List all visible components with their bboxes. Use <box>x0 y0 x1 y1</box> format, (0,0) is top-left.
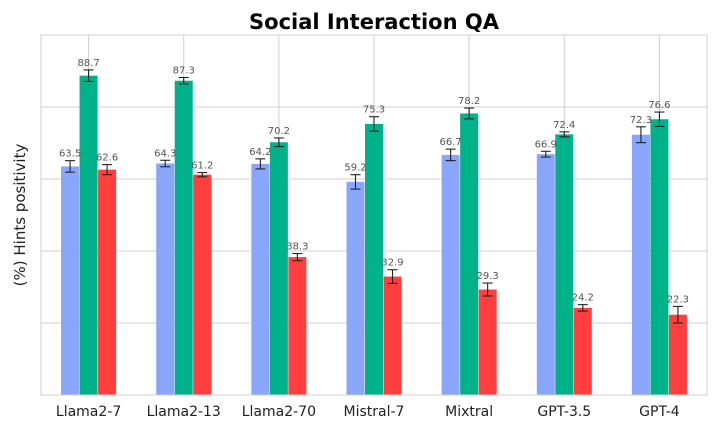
bar <box>288 257 307 395</box>
data-label: 70.2 <box>268 126 290 137</box>
bar <box>650 119 669 396</box>
data-label: 62.6 <box>96 153 118 164</box>
data-label: 29.3 <box>477 271 499 282</box>
data-label: 22.3 <box>667 294 689 305</box>
data-label: 38.3 <box>286 242 308 253</box>
x-tick-label: Llama2-7 <box>56 404 121 420</box>
error-bars <box>65 69 683 324</box>
bar <box>460 113 479 395</box>
x-tick-label: GPT-3.5 <box>537 404 591 420</box>
data-label: 64.3 <box>154 148 176 159</box>
bars <box>61 75 687 396</box>
plot-frame <box>40 34 708 396</box>
data-label: 66.9 <box>535 139 557 150</box>
bar <box>668 314 687 395</box>
data-label: 78.2 <box>458 96 480 107</box>
data-label: 75.3 <box>363 105 385 116</box>
data-label: 87.3 <box>173 65 195 76</box>
data-label: 24.2 <box>572 293 594 304</box>
x-tick-label: Mixtral <box>445 404 493 420</box>
data-label: 59.2 <box>344 163 366 174</box>
bar <box>346 181 365 395</box>
bar <box>269 142 288 395</box>
x-tick-label: Llama2-13 <box>147 404 221 420</box>
data-label: 66.7 <box>440 137 462 148</box>
data-label: 61.2 <box>191 161 213 172</box>
bar <box>631 134 650 395</box>
bar <box>251 163 270 395</box>
data-label: 32.9 <box>381 258 403 269</box>
chart-title: Social Interaction QA <box>249 10 500 34</box>
data-label: 76.6 <box>648 100 670 111</box>
bar <box>478 289 497 395</box>
data-label: 63.5 <box>59 149 81 160</box>
data-label: 88.7 <box>77 58 99 69</box>
bar <box>193 174 212 395</box>
data-labels: 63.5 88.7 62.6 64.3 87.3 61.2 64.2 70.2 38.3 59.2… <box>59 58 689 306</box>
bar <box>365 123 383 396</box>
data-label: 72.3 <box>630 115 652 126</box>
x-tick-label: GPT-4 <box>639 404 680 420</box>
bar <box>61 166 80 395</box>
bar <box>174 80 193 395</box>
bar <box>98 169 117 395</box>
bar <box>156 163 175 395</box>
x-tick-label: Mistral-7 <box>344 404 405 420</box>
data-label: 64.2 <box>249 147 271 158</box>
bar <box>555 134 574 396</box>
bar <box>573 307 592 395</box>
data-label: 72.4 <box>553 120 575 131</box>
bar <box>536 154 555 395</box>
y-axis-label: (%) Hints positivity <box>11 144 29 287</box>
bar <box>79 75 98 396</box>
x-ticks: Llama2-7 Llama2-13 Llama2-70 Mistral-7 Mixtr… <box>56 404 680 420</box>
bar <box>383 276 402 395</box>
bar <box>441 154 460 395</box>
x-tick-label: Llama2-70 <box>242 404 316 420</box>
